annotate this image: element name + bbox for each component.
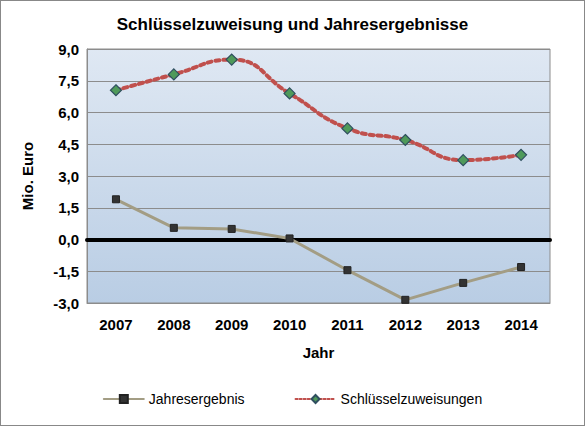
svg-text:6,0: 6,0 [58,104,79,121]
svg-text:Jahr: Jahr [303,344,335,361]
svg-text:-1,5: -1,5 [53,263,79,280]
svg-text:2007: 2007 [99,316,132,333]
svg-text:2012: 2012 [389,316,422,333]
svg-text:1,5: 1,5 [58,199,79,216]
svg-text:2010: 2010 [273,316,306,333]
svg-text:Schlüsselzuweisungen: Schlüsselzuweisungen [341,391,483,407]
svg-text:2009: 2009 [215,316,248,333]
svg-text:4,5: 4,5 [58,136,79,153]
svg-text:0,0: 0,0 [58,231,79,248]
svg-text:7,5: 7,5 [58,72,79,89]
svg-text:Schlüsselzuweisung und Jahrese: Schlüsselzuweisung und Jahresergebnisse [117,15,468,34]
svg-text:-3,0: -3,0 [53,295,79,312]
svg-text:2013: 2013 [447,316,480,333]
svg-text:3,0: 3,0 [58,168,79,185]
svg-text:2008: 2008 [157,316,190,333]
svg-text:Jahresergebnis: Jahresergebnis [149,391,245,407]
svg-text:2014: 2014 [504,316,538,333]
svg-text:2011: 2011 [331,316,364,333]
svg-text:Mio. Euro: Mio. Euro [19,142,36,210]
svg-text:9,0: 9,0 [58,41,79,58]
